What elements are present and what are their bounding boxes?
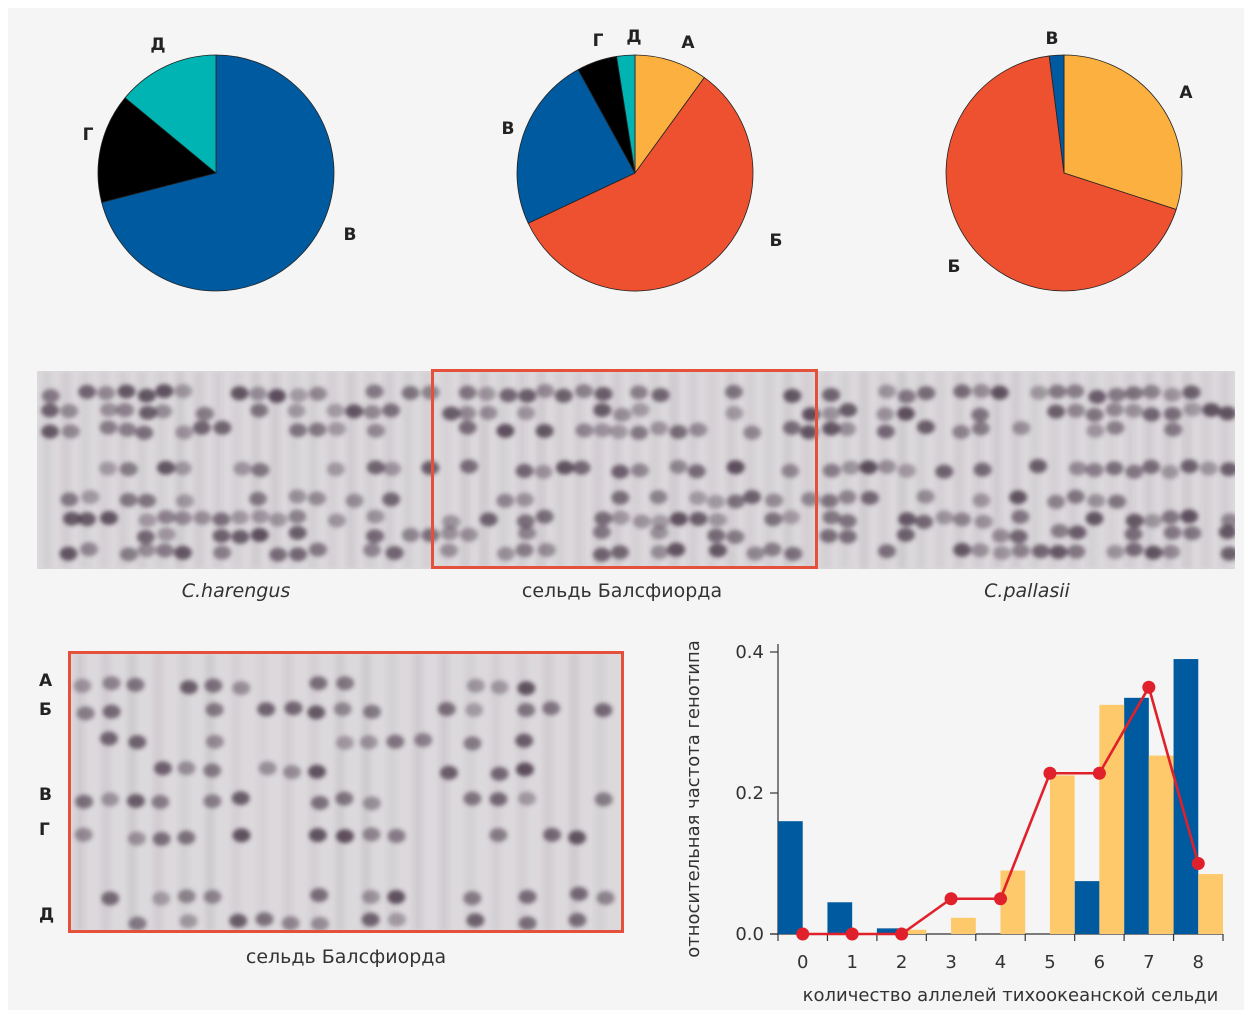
pie-1-slice-1 [101, 54, 335, 292]
caption-c-pallasii: C.pallasii [984, 580, 1070, 602]
x-axis-title: количество аллелей тихоокеанской сельди [803, 985, 1219, 1006]
x-tick-label-1: 1 [846, 952, 857, 973]
bar-series-2-8 [1198, 874, 1223, 934]
pie-1-label-2: Г [83, 125, 94, 145]
gel-image-bottom [70, 653, 622, 931]
band-label-a: А [39, 671, 53, 691]
gel-top-bands [41, 371, 1235, 569]
pie-1-label-1: В [344, 225, 357, 245]
bar-series-2-2 [901, 929, 927, 934]
line-point-6 [1092, 766, 1106, 780]
line-point-0 [796, 927, 810, 941]
pie-chart-1: В Г Д [83, 35, 357, 292]
pie-1-label-3: Д [150, 35, 165, 55]
pie-3-slice-1 [1063, 54, 1183, 210]
bar-series-1-1 [827, 902, 853, 934]
genotype-bar-chart: 0.0 0.2 0.4 0 1 2 3 4 5 6 7 8 количество аллелей тих… [683, 640, 1224, 1006]
pie-2-slice-1 [634, 54, 705, 175]
line-point-4 [994, 892, 1007, 906]
x-tick-label-0: 0 [797, 952, 808, 973]
gel-bottom-bands [73, 653, 615, 931]
caption-c-harengus: C.harengus [181, 580, 291, 602]
pie-2-label-3: В [502, 119, 515, 139]
x-tick-label-5: 5 [1044, 952, 1055, 973]
pie-chart-3: А Б В [945, 29, 1193, 292]
line-point-7 [1142, 680, 1156, 694]
pie-2-label-5: Д [626, 27, 641, 47]
pie-2-label-2: Б [770, 231, 783, 251]
y-tick-label-0: 0.0 [735, 924, 764, 945]
line-point-2 [895, 927, 909, 941]
line-point-1 [845, 927, 859, 941]
pie-3-slice-3 [1048, 54, 1065, 174]
x-tick-label-7: 7 [1143, 952, 1154, 973]
pie-2-label-4: Г [593, 31, 604, 51]
pie-chart-2: А Б В Г Д [502, 27, 783, 292]
pie-2-slice-2 [527, 76, 754, 292]
bar-series-2-5 [1049, 775, 1075, 934]
pie-2-label-1: А [681, 33, 695, 53]
x-tick-label-2: 2 [896, 952, 907, 973]
line-point-3 [944, 892, 958, 906]
bar-series-2-7 [1148, 755, 1174, 934]
bar-series-2-3 [951, 917, 976, 934]
band-label-g: Г [39, 820, 50, 840]
x-tick-label-3: 3 [945, 952, 956, 973]
highlight-frame-top [431, 369, 818, 569]
line-point-5 [1043, 766, 1057, 780]
bar-series-1-7 [1124, 697, 1149, 934]
pie-3-label-2: Б [948, 257, 961, 277]
band-label-v: В [39, 785, 52, 805]
y-tick-label-2: 0.4 [735, 642, 764, 663]
bar-series-1-6 [1074, 881, 1100, 934]
highlight-frame-bottom [68, 651, 624, 933]
caption-balsfjord-top: сельдь Балсфиорда [521, 580, 723, 602]
bar-series-2-6 [1099, 704, 1125, 934]
pie-2-slice-3 [516, 69, 636, 224]
y-tick-label-1: 0.2 [735, 783, 764, 804]
pie-3-label-3: В [1046, 29, 1059, 49]
bar-series-1-2 [876, 928, 902, 934]
pie-1-slice-2 [97, 97, 217, 203]
band-label-d: Д [39, 905, 55, 925]
band-label-b: Б [39, 700, 52, 720]
gel-image-top [37, 371, 1235, 569]
bar-series-1-0 [778, 821, 803, 934]
pie-2-slice-5 [616, 54, 636, 174]
x-tick-label-6: 6 [1094, 952, 1105, 973]
x-tick-label-8: 8 [1193, 952, 1204, 973]
x-tick-label-4: 4 [995, 952, 1006, 973]
pie-1-slice-3 [124, 54, 217, 174]
bar-series-1-8 [1173, 659, 1199, 934]
pie-3-label-1: А [1179, 83, 1193, 103]
y-axis-title: относительная частота генотипа [683, 640, 704, 958]
line-point-8 [1191, 857, 1205, 870]
pie-3-slice-2 [945, 55, 1177, 292]
caption-balsfjord-bottom: сельдь Балсфиорда [245, 946, 447, 968]
